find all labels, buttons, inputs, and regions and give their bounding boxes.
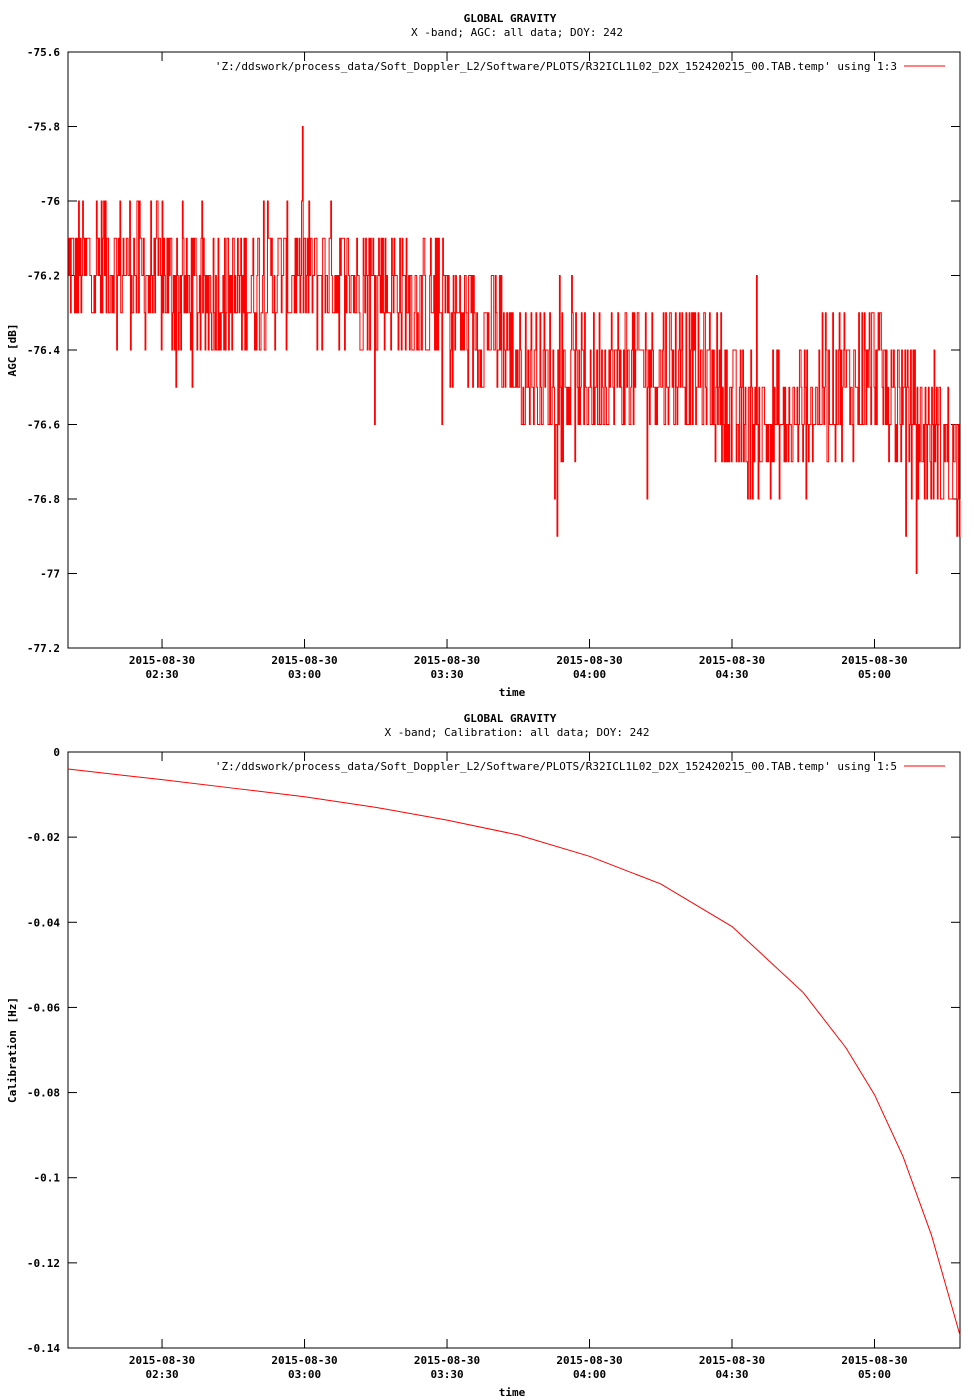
x-tick-time-label: 05:00 (858, 1368, 891, 1381)
y-tick-label: -0.14 (27, 1342, 60, 1355)
x-tick-time-label: 03:30 (430, 668, 463, 681)
calibration-chart: GLOBAL GRAVITY X -band; Calibration: all… (6, 712, 961, 1399)
x-tick-time-label: 02:30 (145, 1368, 178, 1381)
y-tick-label: 0 (53, 746, 60, 759)
y-tick-label: -0.08 (27, 1087, 60, 1100)
y-axis-label: Calibration [Hz] (6, 997, 19, 1103)
agc-series-line (68, 126, 961, 574)
calibration-series-line (67, 768, 961, 1336)
x-tick-time-label: 02:30 (145, 668, 178, 681)
x-axis-label: time (499, 1386, 526, 1399)
legend-label: 'Z:/ddswork/process_data/Soft_Doppler_L2… (215, 60, 897, 73)
x-tick-date-label: 2015-08-30 (129, 1354, 195, 1367)
x-tick-time-label: 04:00 (573, 1368, 606, 1381)
x-tick-date-label: 2015-08-30 (271, 1354, 337, 1367)
x-tick-date-label: 2015-08-30 (699, 1354, 765, 1367)
x-tick-date-label: 2015-08-30 (841, 1354, 907, 1367)
y-tick-label: -77.2 (27, 642, 60, 655)
chart-title: GLOBAL GRAVITY (464, 12, 557, 25)
y-tick-label: -0.12 (27, 1257, 60, 1270)
x-tick-time-label: 03:00 (288, 1368, 321, 1381)
y-axis: 0 -0.02 -0.04 -0.06 -0.08 -0.1 -0.12 -0.14 (27, 746, 960, 1355)
chart-subtitle: X -band; Calibration: all data; DOY: 242 (385, 726, 650, 739)
x-tick-time-label: 04:30 (715, 1368, 748, 1381)
x-tick-date-label: 2015-08-30 (556, 1354, 622, 1367)
y-tick-label: -0.1 (34, 1172, 61, 1185)
y-tick-label: -0.06 (27, 1001, 60, 1014)
x-tick-date-label: 2015-08-30 (414, 654, 480, 667)
x-tick-time-label: 04:30 (715, 668, 748, 681)
y-tick-label: -76.2 (27, 270, 60, 283)
y-tick-label: -0.02 (27, 831, 60, 844)
y-axis-label: AGC [dB] (6, 324, 19, 377)
y-tick-label: -77 (40, 568, 60, 581)
x-tick-time-label: 04:00 (573, 668, 606, 681)
x-tick-time-label: 05:00 (858, 668, 891, 681)
y-tick-label: -76.8 (27, 493, 60, 506)
y-tick-label: -75.6 (27, 46, 60, 59)
chart-subtitle: X -band; AGC: all data; DOY: 242 (411, 26, 623, 39)
chart-title: GLOBAL GRAVITY (464, 712, 557, 725)
x-tick-date-label: 2015-08-30 (129, 654, 195, 667)
x-axis: 2015-08-3002:302015-08-3003:002015-08-30… (129, 52, 908, 681)
x-tick-time-label: 03:00 (288, 668, 321, 681)
x-tick-date-label: 2015-08-30 (414, 1354, 480, 1367)
legend-label: 'Z:/ddswork/process_data/Soft_Doppler_L2… (215, 760, 897, 773)
x-tick-date-label: 2015-08-30 (841, 654, 907, 667)
x-tick-time-label: 03:30 (430, 1368, 463, 1381)
y-tick-label: -0.04 (27, 916, 60, 929)
x-tick-date-label: 2015-08-30 (271, 654, 337, 667)
agc-chart: GLOBAL GRAVITY X -band; AGC: all data; D… (6, 12, 961, 699)
y-tick-label: -76.6 (27, 419, 60, 432)
y-tick-label: -75.8 (27, 121, 60, 134)
x-axis-label: time (499, 686, 526, 699)
x-tick-date-label: 2015-08-30 (699, 654, 765, 667)
plot-frame (67, 751, 961, 1349)
y-tick-label: -76.4 (27, 344, 60, 357)
x-axis: 2015-08-3002:302015-08-3003:002015-08-30… (129, 752, 908, 1381)
y-tick-label: -76 (40, 195, 60, 208)
x-tick-date-label: 2015-08-30 (556, 654, 622, 667)
